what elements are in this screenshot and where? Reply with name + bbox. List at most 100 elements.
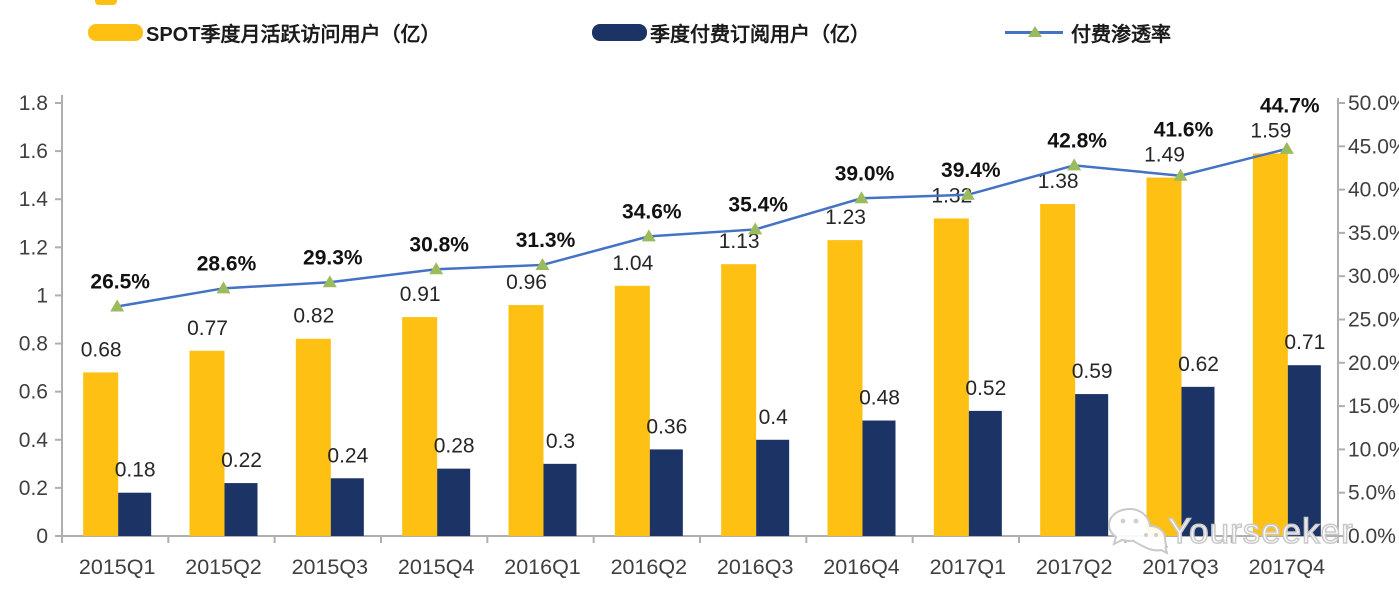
mau-bar [614, 285, 650, 536]
wechat-icon [1107, 507, 1168, 555]
legend-label-subscribers: 季度付费订阅用户（亿） [650, 23, 870, 46]
penetration-marker-icon [110, 299, 125, 312]
subscribers-value-label: 0.4 [759, 406, 789, 429]
subscribers-value-label: 0.71 [1284, 331, 1325, 354]
penetration-pct-label: 26.5% [90, 271, 150, 294]
subscribers-bar [1287, 365, 1321, 536]
subscribers-bar [543, 463, 577, 536]
penetration-pct-label: 41.6% [1154, 119, 1214, 142]
right-axis-tick-label: 15.0% [1348, 395, 1399, 418]
penetration-marker-icon [322, 275, 337, 288]
watermark: Yourseeker [1106, 506, 1354, 558]
mau-value-label: 1.04 [612, 252, 653, 275]
subscribers-value-label: 0.62 [1178, 353, 1219, 376]
x-axis-category-label: 2016Q2 [611, 555, 688, 579]
mau-value-label: 0.77 [187, 317, 228, 340]
x-axis-category-label: 2016Q3 [717, 555, 794, 579]
penetration-pct-label: 35.4% [728, 193, 788, 216]
x-axis-category-label: 2017Q1 [930, 555, 1007, 579]
subscribers-value-label: 0.36 [646, 415, 687, 438]
right-axis-tick-label: 40.0% [1348, 179, 1399, 202]
penetration-marker-icon [1173, 168, 1188, 181]
mau-bar [402, 317, 438, 536]
subscribers-value-label: 0.48 [859, 387, 900, 410]
left-axis-tick-label: 1.2 [19, 236, 48, 259]
mau-bar [189, 350, 225, 536]
mau-value-label: 1.13 [719, 230, 760, 253]
subscribers-bar [862, 420, 896, 536]
penetration-marker-icon [535, 257, 550, 270]
mau-bar [83, 372, 119, 536]
x-axis-category-label: 2017Q4 [1249, 555, 1326, 579]
penetration-pct-label: 29.3% [303, 246, 363, 269]
subscribers-bar [1075, 394, 1109, 536]
subscribers-value-label: 0.3 [546, 430, 575, 453]
mau-value-label: 1.49 [1144, 144, 1185, 167]
mau-bar [1040, 204, 1076, 537]
mau-value-label: 0.96 [506, 271, 547, 294]
legend-label-mau: SPOT季度月活跃访问用户（亿） [146, 23, 441, 46]
subscribers-bar [118, 492, 152, 536]
subscribers-value-label: 0.22 [221, 449, 262, 472]
mau-bar [933, 218, 969, 536]
right-axis-tick-label: 20.0% [1348, 352, 1399, 375]
penetration-pct-label: 39.4% [941, 159, 1001, 182]
penetration-marker-icon [748, 222, 763, 235]
left-axis-tick-label: 1 [36, 284, 48, 307]
mau-value-label: 0.91 [400, 283, 441, 306]
mau-bar [1252, 153, 1288, 536]
penetration-marker-icon [1279, 141, 1294, 154]
right-axis-tick-label: 50.0% [1348, 92, 1399, 115]
penetration-pct-label: 34.6% [622, 200, 682, 223]
right-axis-tick-label: 30.0% [1348, 265, 1399, 288]
left-axis-tick-label: 0 [36, 525, 48, 548]
subscribers-value-label: 0.28 [434, 435, 475, 458]
penetration-pct-label: 42.8% [1047, 129, 1107, 152]
left-axis-tick-label: 1.6 [19, 140, 48, 163]
legend-item-mau: SPOT季度月活跃访问用户（亿） [88, 17, 440, 47]
penetration-marker-icon [960, 187, 975, 200]
penetration-marker-icon [1067, 158, 1082, 171]
subscribers-value-label: 0.52 [965, 377, 1006, 400]
left-axis-tick-label: 0.8 [19, 333, 48, 356]
mau-bar [1146, 177, 1182, 537]
subscribers-bar [437, 468, 471, 536]
x-axis-category-label: 2015Q2 [185, 555, 262, 579]
penetration-pct-label: 39.0% [835, 162, 895, 185]
penetration-marker-icon [854, 191, 869, 204]
mau-value-label: 1.23 [825, 206, 866, 229]
x-axis-category-label: 2016Q4 [823, 555, 900, 579]
penetration-pct-label: 31.3% [516, 229, 576, 252]
penetration-marker-icon [429, 262, 444, 275]
legend-item-penetration: 付费渗透率 [1005, 17, 1171, 47]
watermark-text: Yourseeker [1167, 511, 1354, 552]
x-axis-category-label: 2015Q4 [398, 555, 475, 579]
mau-swatch-icon [88, 23, 143, 41]
x-axis-category-label: 2017Q2 [1036, 555, 1113, 579]
subscribers-bar [756, 439, 790, 536]
cropped-yellow-artifact [95, 0, 117, 5]
right-axis-tick-label: 10.0% [1348, 438, 1399, 461]
left-axis-tick-label: 0.6 [19, 381, 48, 404]
legend-item-subscribers: 季度付费订阅用户（亿） [592, 17, 870, 47]
mau-value-label: 1.59 [1250, 120, 1291, 143]
mau-bar [827, 240, 863, 536]
x-axis-category-label: 2017Q3 [1142, 555, 1219, 579]
triangle-marker-icon [1028, 26, 1042, 37]
penetration-line [116, 147, 1288, 308]
legend-label-penetration: 付费渗透率 [1071, 23, 1171, 46]
subscribers-value-label: 0.18 [115, 459, 156, 482]
left-axis-tick-label: 0.2 [19, 477, 48, 500]
penetration-line-swatch-icon [1005, 25, 1063, 39]
mau-value-label: 1.38 [1038, 170, 1079, 193]
mau-bar [721, 264, 757, 536]
x-axis-category-label: 2016Q1 [504, 555, 581, 579]
subscribers-bar [968, 410, 1002, 536]
x-axis-category-label: 2015Q3 [292, 555, 369, 579]
penetration-pct-label: 30.8% [409, 233, 469, 256]
mau-value-label: 0.82 [293, 305, 334, 328]
subscribers-value-label: 0.24 [327, 444, 368, 467]
subscribers-swatch-icon [592, 23, 647, 41]
